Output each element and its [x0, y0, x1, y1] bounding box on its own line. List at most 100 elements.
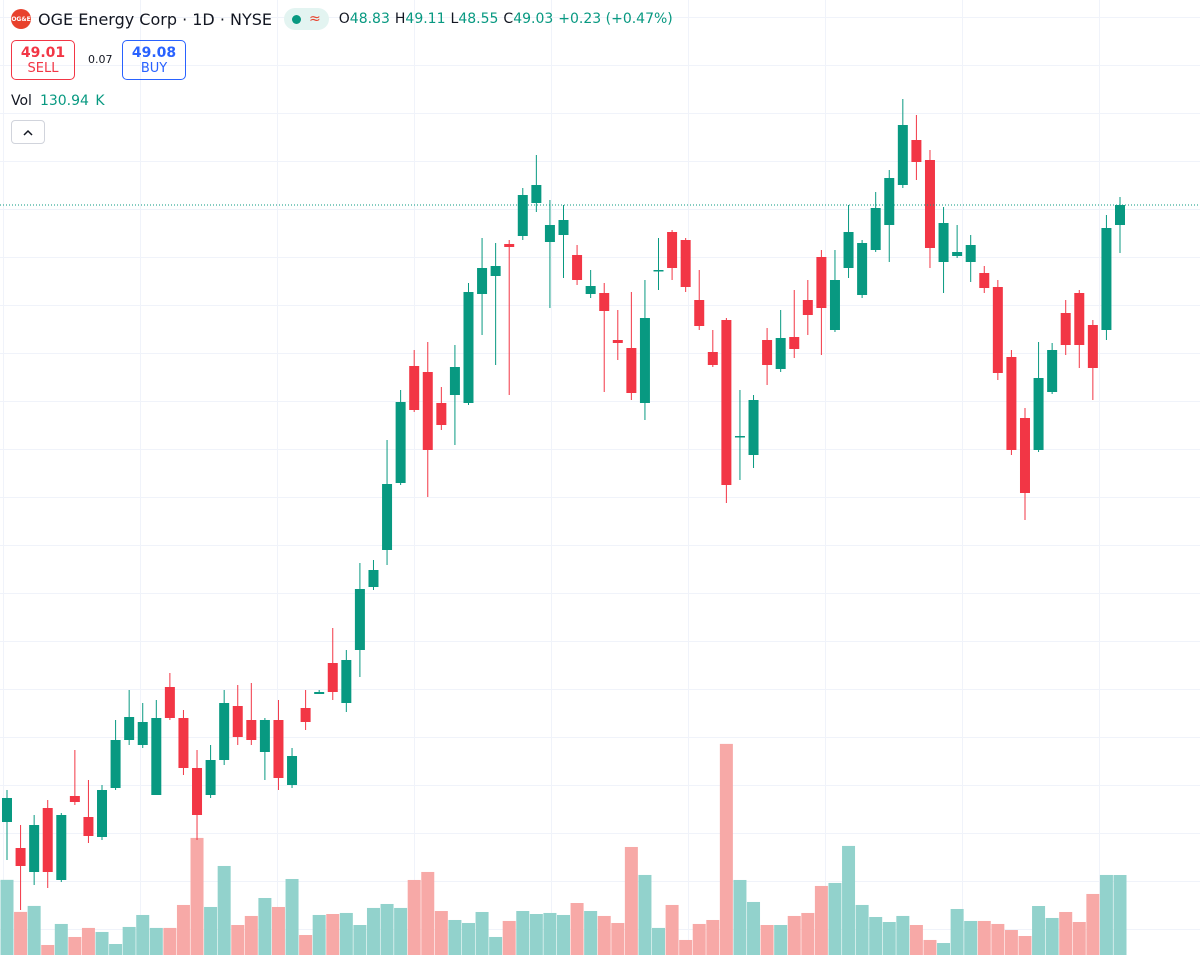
volume-value: 130.94	[39, 93, 89, 109]
candle-body	[802, 300, 813, 315]
volume-bar	[950, 908, 964, 955]
volume-bar	[760, 924, 774, 955]
volume-bar	[1045, 917, 1059, 955]
volume-bar	[801, 912, 815, 955]
volume-bar	[937, 943, 951, 955]
volume-bar	[638, 874, 652, 955]
volume-bar	[1113, 874, 1127, 955]
candle-body	[707, 352, 718, 365]
change: +0.23 (+0.47%)	[558, 11, 673, 27]
volume-bar	[543, 912, 557, 955]
volume-bar	[54, 923, 68, 955]
candle-body	[992, 287, 1003, 373]
candle-body	[354, 589, 365, 650]
volume-bar	[991, 923, 1005, 955]
candle-body	[843, 232, 854, 268]
candle-body	[870, 208, 881, 250]
candle-body	[246, 720, 257, 740]
volume-bar	[231, 924, 245, 955]
volume-bar	[964, 920, 978, 955]
candle-body	[612, 340, 623, 343]
collapse-button[interactable]	[11, 120, 45, 144]
volume-bar	[570, 903, 584, 955]
ohlc-label: C	[503, 11, 514, 27]
candle-body	[1033, 378, 1044, 450]
candle-body	[680, 240, 691, 287]
volume-bar	[869, 916, 883, 955]
volume-bar	[366, 907, 380, 955]
volume-bar	[747, 901, 761, 955]
candle-body	[219, 703, 230, 760]
volume-bar	[475, 911, 489, 955]
candle-body	[327, 663, 338, 692]
volume-bar	[597, 915, 611, 955]
candle-body	[15, 848, 26, 866]
candle-body	[938, 223, 949, 262]
volume-bar	[1059, 911, 1073, 955]
volume-bar	[692, 923, 706, 955]
candle-body	[762, 340, 773, 365]
candle-body	[667, 232, 678, 268]
volume-bar	[461, 922, 475, 955]
candle-body	[273, 720, 284, 778]
candle-body	[816, 257, 827, 308]
candle-body	[965, 245, 976, 262]
buy-button[interactable]: 49.08 BUY	[122, 40, 186, 80]
volume-bar	[882, 922, 896, 955]
candle-body	[164, 687, 175, 718]
volume-bar	[855, 904, 869, 955]
symbol[interactable]: OGE Energy Corp · 1D · NYSE	[38, 9, 273, 29]
volume-bar	[136, 914, 150, 955]
candle-body	[97, 790, 108, 837]
status-pill[interactable]: ≈	[284, 8, 329, 30]
candle-body	[857, 243, 868, 295]
candle-body	[395, 402, 406, 483]
volume-bar	[1032, 905, 1046, 955]
candle-body	[504, 244, 515, 247]
ohlc-value: 48.83	[349, 11, 390, 27]
buy-price: 49.08	[131, 44, 177, 61]
volume-bar	[326, 914, 340, 955]
candle-body	[232, 706, 243, 737]
sell-button[interactable]: 49.01 SELL	[11, 40, 75, 80]
volume-bar	[557, 914, 570, 955]
candle-body	[694, 300, 705, 326]
candle-body	[29, 825, 40, 872]
legend-header: OG&E OGE Energy Corp · 1D · NYSE ≈ O 48.8…	[11, 8, 673, 30]
ohlc-value: 49.11	[405, 11, 446, 27]
volume-bar	[244, 915, 258, 955]
candle-body	[734, 436, 745, 438]
candle-body	[721, 320, 732, 485]
volume-bar	[679, 939, 693, 955]
candle-body	[124, 717, 135, 740]
candle-body	[1047, 350, 1058, 392]
candle-body	[911, 140, 922, 162]
candle-body	[110, 740, 121, 788]
volume-bar	[27, 905, 41, 955]
candle-body	[151, 718, 162, 795]
volume-unit: K	[95, 93, 105, 109]
volume-bar	[489, 936, 503, 955]
candle-body	[1019, 418, 1030, 493]
candle-body	[69, 796, 80, 802]
volume-bar	[652, 927, 666, 955]
volume-bar	[1018, 935, 1032, 955]
chevron-icon	[23, 129, 33, 136]
volume-bar	[502, 920, 516, 955]
candle-body	[544, 225, 555, 242]
volume-bar	[529, 914, 543, 955]
volume-bar	[814, 885, 828, 955]
volume-bar	[448, 919, 462, 955]
volume-bar	[774, 924, 788, 955]
volume-bar	[719, 743, 733, 955]
volume-legend: Vol 130.94 K	[11, 93, 105, 109]
candle-body	[2, 798, 12, 822]
volume-bar	[896, 915, 910, 955]
spread: 0.07	[88, 53, 113, 66]
volume-bar	[81, 927, 95, 955]
volume-label: Vol	[11, 93, 32, 109]
candle-body	[639, 318, 650, 403]
volume-bar	[109, 944, 123, 955]
volume-bar	[1004, 930, 1018, 955]
